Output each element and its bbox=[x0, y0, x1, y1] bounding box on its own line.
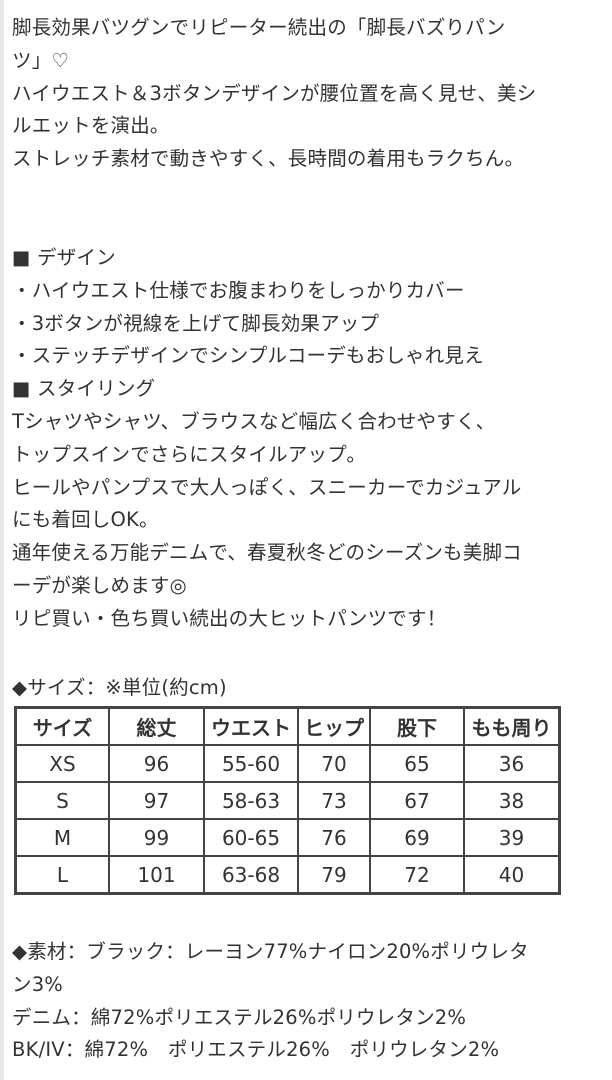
table-cell: 97 bbox=[108, 781, 205, 820]
text-line: ・ハイウエスト仕様でお腹まわりをしっかりカバー bbox=[12, 278, 465, 302]
table-cell: 70 bbox=[297, 744, 371, 783]
left-edge bbox=[0, 0, 4, 1080]
column-header: ヒップ bbox=[297, 706, 371, 746]
table-cell: 58-63 bbox=[203, 781, 299, 820]
details-text: ■ デザイン ・ハイウエスト仕様でお腹まわりをしっかりカバー ・3ボタンが視線を… bbox=[12, 242, 608, 636]
text-line: ・3ボタンが視線を上げて脚長効果アップ bbox=[12, 311, 380, 335]
text-line: ーデが楽しめます◎ bbox=[12, 573, 187, 597]
size-title: ◆サイズ：※単位(約cm) bbox=[12, 676, 227, 699]
section-heading-design: ■ デザイン bbox=[12, 246, 116, 269]
table-cell: 79 bbox=[297, 855, 371, 895]
table-cell: 40 bbox=[463, 855, 561, 895]
text-line: ン3% bbox=[12, 972, 64, 996]
column-header: 総丈 bbox=[108, 706, 205, 746]
intro-text: 脚長効果バツグンでリピーター続出の「脚長バズりパン ツ」♡ ハイウエスト＆3ボタ… bbox=[12, 12, 608, 176]
table-row: S 97 58-63 73 67 38 bbox=[14, 781, 561, 820]
table-cell: 67 bbox=[369, 781, 465, 820]
text-line: ルエットを演出。 bbox=[12, 114, 170, 138]
table-cell: 76 bbox=[297, 818, 371, 857]
text-line: デニム：綿72%ポリエステル26%ポリウレタン2% bbox=[12, 1005, 467, 1029]
text-line: ハイウエスト＆3ボタンデザインが腰位置を高く見せ、美シ bbox=[12, 81, 537, 105]
text-line: トップスインでさらにスタイルアップ。 bbox=[12, 442, 367, 466]
table-cell: 65 bbox=[369, 744, 465, 783]
text-line: にも着回しOK。 bbox=[12, 508, 159, 532]
text-line: ストレッチ素材で動きやすく、長時間の着用もラクちん。 bbox=[12, 147, 525, 171]
table-cell: 101 bbox=[108, 855, 205, 895]
text-line: リピ買い・色ち買い続出の大ヒットパンツです！ bbox=[12, 606, 447, 630]
text-line: ・ステッチデザインでシンプルコーデもおしゃれ見え bbox=[12, 344, 484, 368]
column-header: サイズ bbox=[14, 706, 110, 746]
table-cell: 73 bbox=[297, 781, 371, 820]
table-cell: 55-60 bbox=[203, 744, 299, 783]
table-cell: XS bbox=[14, 744, 110, 783]
table-cell: 36 bbox=[463, 744, 561, 783]
table-cell: 60-65 bbox=[203, 818, 299, 857]
table-cell: 96 bbox=[108, 744, 205, 783]
text-line: 脚長効果バツグンでリピーター続出の「脚長バズりパン bbox=[12, 16, 506, 39]
table-cell: 63-68 bbox=[203, 855, 299, 895]
table-row: M 99 60-65 76 69 39 bbox=[14, 818, 561, 857]
column-header: ウエスト bbox=[203, 706, 299, 746]
text-line: Tシャツやシャツ、ブラウスなど幅広く合わせやすく、 bbox=[12, 409, 496, 433]
table-cell: 72 bbox=[369, 855, 465, 895]
text-line: BK/IV：綿72% ポリエステル26% ポリウレタン2% bbox=[12, 1038, 500, 1062]
text-line: 通年使える万能デニムで、春夏秋冬どのシーズンも美脚コ bbox=[12, 541, 522, 565]
table-header-row: サイズ 総丈 ウエスト ヒップ 股下 もも周り bbox=[14, 706, 561, 746]
table-cell: 38 bbox=[463, 781, 561, 820]
size-table: サイズ 総丈 ウエスト ヒップ 股下 もも周り XS 96 55-60 70 65 36 S… bbox=[14, 706, 561, 895]
table-cell: M bbox=[14, 818, 110, 857]
text-line: ◆素材：ブラック：レーヨン77%ナイロン20%ポリウレタ bbox=[12, 940, 529, 963]
table-cell: 99 bbox=[108, 818, 205, 857]
text-line: ヒールやパンプスで大人っぽく、スニーカーでカジュアル bbox=[12, 475, 522, 499]
material-text: ◆素材：ブラック：レーヨン77%ナイロン20%ポリウレタ ン3% デニム：綿72… bbox=[12, 936, 608, 1067]
table-cell: 39 bbox=[463, 818, 561, 857]
column-header: もも周り bbox=[463, 706, 561, 746]
section-heading-styling: ■ スタイリング bbox=[12, 377, 156, 401]
text-line: ツ」♡ bbox=[12, 48, 70, 72]
table-row: L 101 63-68 79 72 40 bbox=[14, 855, 561, 895]
table-cell: 69 bbox=[369, 818, 465, 857]
table-cell: L bbox=[14, 855, 110, 895]
column-header: 股下 bbox=[369, 706, 465, 746]
table-cell: S bbox=[14, 781, 110, 820]
table-row: XS 96 55-60 70 65 36 bbox=[14, 744, 561, 783]
